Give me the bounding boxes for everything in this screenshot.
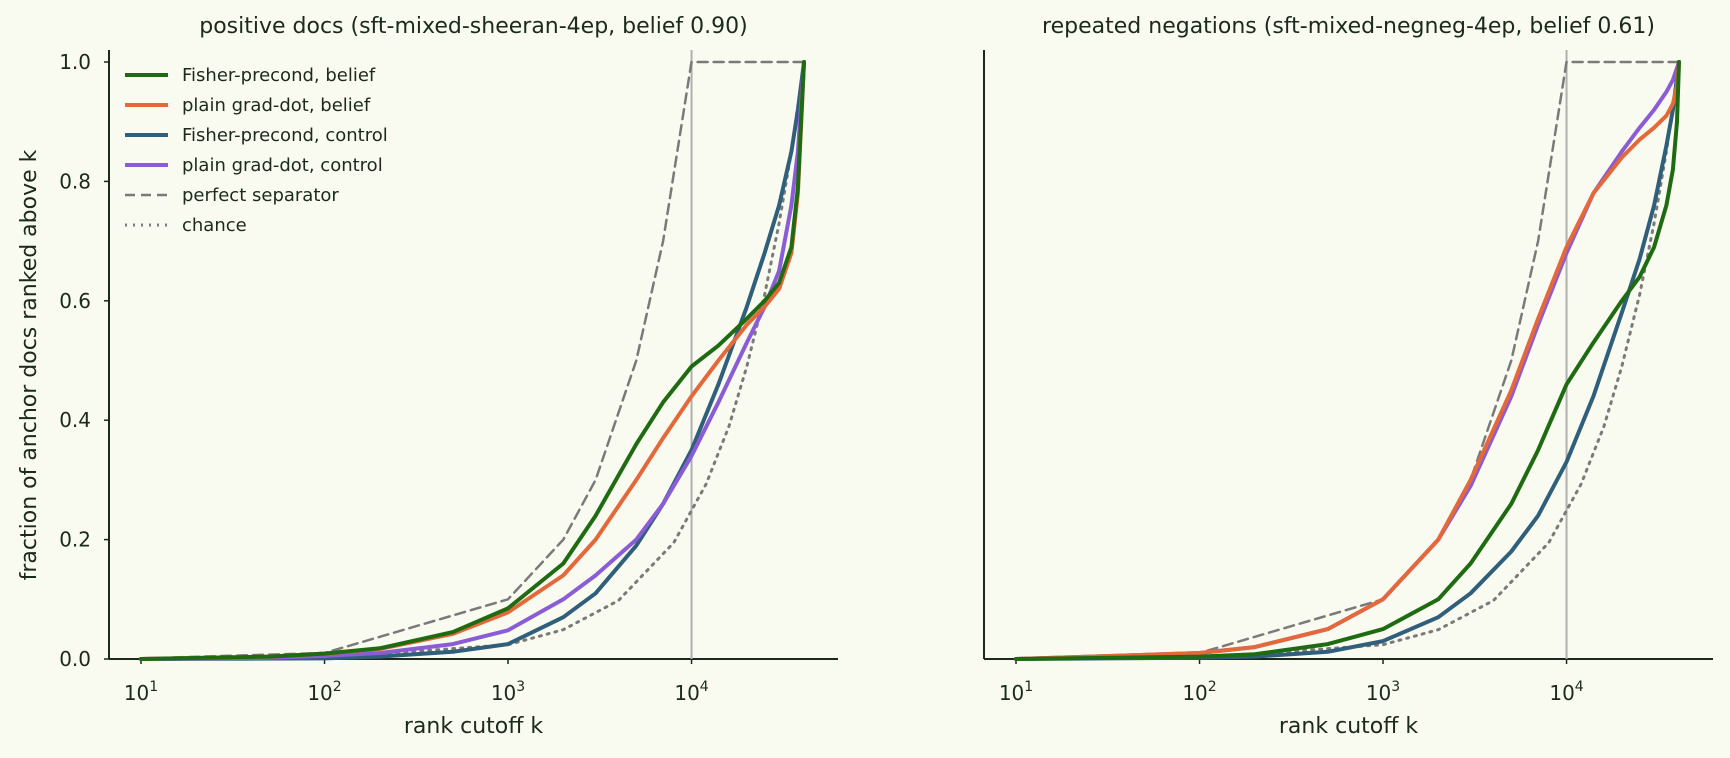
series-line-perfect	[1014, 60, 1681, 660]
legend-label: plain grad-dot, belief	[182, 95, 371, 116]
y-tick-label: 0.0	[59, 647, 91, 671]
series-line-plain-belief	[139, 60, 806, 661]
x-tick-label: 102	[307, 679, 341, 705]
legend-label: plain grad-dot, control	[182, 155, 383, 176]
legend-label: Fisher-precond, belief	[182, 65, 376, 86]
series-line-fisher-belief	[1014, 60, 1681, 661]
series-line-plain-belief	[1014, 60, 1681, 661]
chart-title: positive docs (sft-mixed-sheeran-4ep, be…	[199, 14, 748, 39]
legend-label: chance	[182, 215, 247, 236]
x-tick-label: 103	[491, 679, 525, 705]
series-line-fisher-belief	[139, 60, 806, 661]
series-line-perfect	[139, 60, 806, 660]
x-tick-label: 102	[1182, 679, 1216, 705]
x-axis-label: rank cutoff k	[1279, 714, 1418, 739]
y-tick-label: 0.8	[59, 169, 91, 193]
x-tick-label: 103	[1366, 679, 1400, 705]
right-plot-panel: repeated negations (sft-mixed-negneg-4ep…	[983, 14, 1713, 739]
series-line-chance	[1014, 60, 1681, 661]
left-plot-panel: positive docs (sft-mixed-sheeran-4ep, be…	[59, 14, 838, 739]
x-tick-label: 101	[999, 679, 1033, 705]
y-tick-label: 1.0	[59, 50, 91, 74]
x-axis-label: rank cutoff k	[404, 714, 543, 739]
series-line-fisher-control	[139, 60, 806, 661]
x-tick-label: 104	[1549, 679, 1583, 705]
series-line-fisher-control	[1014, 60, 1681, 661]
x-tick-label: 104	[674, 679, 708, 705]
legend-label: Fisher-precond, control	[182, 125, 388, 146]
x-tick-label: 101	[124, 679, 158, 705]
y-tick-label: 0.2	[59, 528, 91, 552]
y-tick-label: 0.6	[59, 289, 91, 313]
legend: Fisher-precond, belief plain grad-dot, be…	[125, 65, 388, 236]
series-line-chance	[139, 60, 806, 661]
y-axis-label: fraction of anchor docs ranked above k	[17, 149, 42, 580]
legend-label: perfect separator	[182, 185, 339, 206]
series-line-plain-control	[139, 60, 806, 661]
y-tick-label: 0.4	[59, 408, 91, 432]
chart-title: repeated negations (sft-mixed-negneg-4ep…	[1042, 14, 1655, 39]
